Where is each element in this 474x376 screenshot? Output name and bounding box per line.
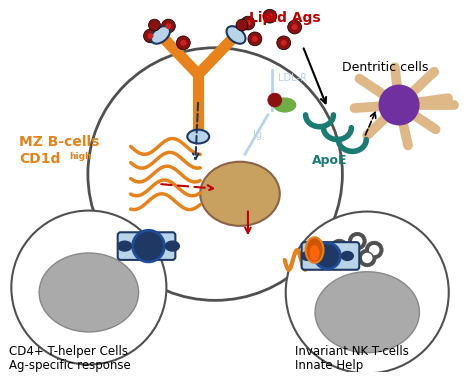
Circle shape	[248, 32, 262, 46]
Circle shape	[148, 19, 161, 31]
Circle shape	[144, 29, 157, 43]
Ellipse shape	[306, 237, 323, 263]
Circle shape	[338, 251, 356, 269]
Circle shape	[341, 254, 353, 266]
Text: Innate Help: Innate Help	[295, 359, 363, 371]
Ellipse shape	[118, 241, 132, 251]
Text: Ag-specific response: Ag-specific response	[9, 359, 131, 371]
Circle shape	[147, 33, 154, 39]
Circle shape	[315, 243, 340, 269]
Ellipse shape	[200, 162, 280, 226]
Circle shape	[88, 48, 342, 300]
Ellipse shape	[165, 241, 179, 251]
Circle shape	[245, 20, 251, 26]
Text: ApoE: ApoE	[311, 154, 347, 167]
Circle shape	[180, 40, 186, 46]
Ellipse shape	[39, 253, 138, 332]
Circle shape	[281, 40, 287, 46]
Circle shape	[133, 230, 164, 262]
Circle shape	[252, 36, 258, 42]
Circle shape	[379, 85, 419, 125]
Circle shape	[368, 244, 380, 256]
Text: Invariant NK T-cells: Invariant NK T-cells	[295, 345, 409, 358]
Text: Lipid Ags: Lipid Ags	[249, 11, 320, 25]
Circle shape	[348, 232, 366, 250]
Circle shape	[263, 9, 277, 23]
Circle shape	[267, 13, 273, 19]
Ellipse shape	[227, 26, 246, 44]
Ellipse shape	[341, 252, 353, 261]
Text: MZ B-cells: MZ B-cells	[19, 135, 100, 149]
Circle shape	[268, 93, 282, 107]
Text: Ig: Ig	[254, 130, 263, 139]
Ellipse shape	[301, 252, 313, 261]
Circle shape	[333, 242, 346, 254]
Circle shape	[241, 16, 255, 30]
Text: CD1d: CD1d	[19, 152, 61, 166]
FancyBboxPatch shape	[301, 242, 359, 270]
Circle shape	[365, 241, 383, 259]
Text: CD4+ T-helper Cells: CD4+ T-helper Cells	[9, 345, 128, 358]
Ellipse shape	[315, 272, 419, 353]
Ellipse shape	[187, 130, 209, 144]
Circle shape	[11, 211, 166, 364]
Ellipse shape	[274, 98, 296, 112]
Circle shape	[277, 36, 291, 50]
Circle shape	[361, 252, 373, 264]
Ellipse shape	[310, 245, 319, 261]
Text: LDL-R: LDL-R	[278, 73, 307, 83]
Circle shape	[236, 19, 248, 31]
Circle shape	[351, 235, 363, 247]
Circle shape	[330, 239, 348, 257]
Circle shape	[288, 20, 301, 34]
Circle shape	[358, 249, 376, 267]
Text: Dentritic cells: Dentritic cells	[343, 61, 429, 74]
Circle shape	[176, 36, 190, 50]
Circle shape	[292, 24, 298, 30]
Circle shape	[165, 23, 172, 29]
Text: high: high	[69, 152, 91, 161]
Circle shape	[162, 19, 175, 33]
Ellipse shape	[151, 26, 170, 44]
Circle shape	[286, 212, 449, 373]
FancyBboxPatch shape	[118, 232, 175, 260]
